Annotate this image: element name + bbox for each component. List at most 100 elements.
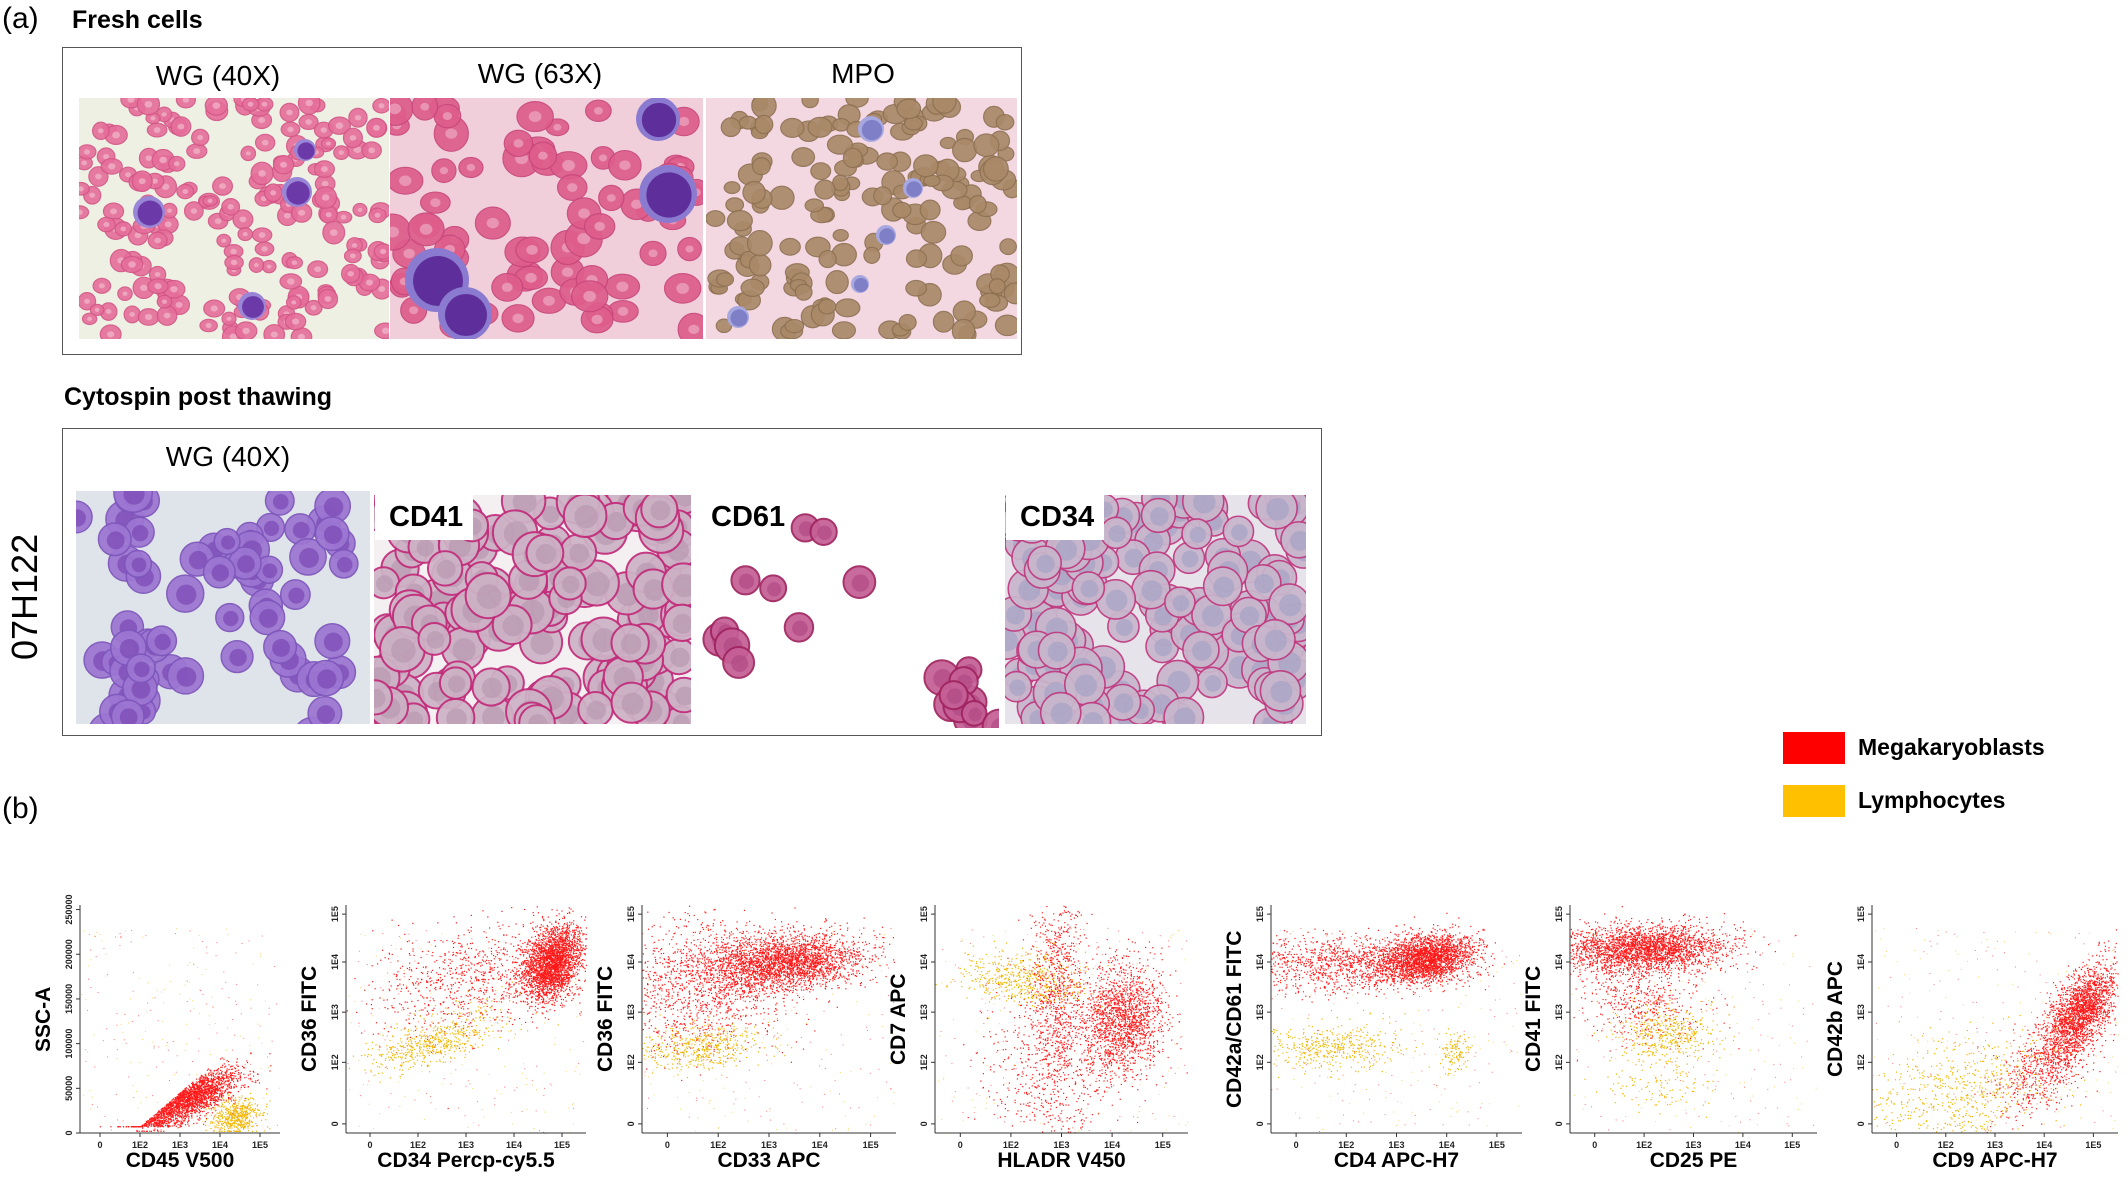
x-tick-label: 0: [97, 1140, 102, 1150]
y-tick-label: 1E4: [919, 954, 929, 970]
x-axis-label: CD25 PE: [1650, 1149, 1738, 1173]
y-tick-label: 1E4: [330, 954, 340, 970]
legend-swatch-megakaryoblasts: [1783, 732, 1845, 764]
x-tick-label: 1E5: [1784, 1140, 1800, 1150]
y-axis-label: CD41 FITC: [1522, 966, 1546, 1072]
cytospin-wg40-image: [76, 491, 370, 724]
y-tick-label: 0: [330, 1121, 340, 1126]
y-tick-label: 0: [64, 1130, 74, 1135]
cytospin-title: Cytospin post thawing: [64, 383, 332, 412]
scatter-points: [81, 927, 280, 1133]
y-tick-label: 1E2: [1255, 1054, 1265, 1070]
y-tick-label: 1E2: [1856, 1054, 1866, 1070]
flow-plot: 0 1E2 1E3 1E4 1E5 0 1E2 1E3 1E4 1E5: [1554, 905, 1817, 1150]
flow-plot: 0 1E2 1E3 1E4 1E5 0 1E2 1E3 1E4 1E5: [1255, 905, 1522, 1150]
cells-group: [79, 98, 389, 339]
x-tick-label: 1E5: [1489, 1140, 1505, 1150]
y-axis-label: CD36 FITC: [298, 966, 322, 1072]
x-tick-label: 1E3: [1685, 1140, 1701, 1150]
y-tick-label: 50000: [64, 1076, 74, 1101]
legend-label: Megakaryoblasts: [1858, 734, 2045, 761]
fresh-cells-title: Fresh cells: [72, 6, 203, 35]
x-tick-label: 1E2: [132, 1140, 148, 1150]
panel-b-letter: (b): [2, 792, 39, 826]
x-tick-label: 1E2: [710, 1140, 726, 1150]
x-tick-label: 1E4: [212, 1140, 228, 1150]
y-tick-label: 0: [1255, 1121, 1265, 1126]
y-tick-label: 1E5: [626, 906, 636, 922]
scatter-points: [1271, 912, 1522, 1133]
blood-smear-wg40-image: [79, 98, 389, 339]
x-tick-label: 0: [367, 1140, 372, 1150]
flow-plot: 0 1E2 1E3 1E4 1E5 0 1E2 1E3 1E4 1E5: [1856, 905, 2119, 1150]
x-tick-label: 1E4: [2036, 1140, 2052, 1150]
cytospin-cd61-image: [696, 491, 999, 728]
y-tick-label: 1E2: [330, 1054, 340, 1070]
y-tick-label: 1E3: [1554, 1004, 1564, 1020]
x-axis-label: CD45 V500: [126, 1149, 235, 1173]
x-axis-label: CD4 APC-H7: [1334, 1149, 1459, 1173]
y-tick-label: 1E5: [919, 906, 929, 922]
fresh-image-caption: WG (40X): [63, 60, 373, 92]
y-tick-label: 200000: [64, 939, 74, 969]
y-tick-label: 1E5: [1255, 906, 1265, 922]
x-tick-label: 1E5: [2085, 1140, 2101, 1150]
x-tick-label: 1E5: [863, 1140, 879, 1150]
y-tick-label: 250000: [64, 895, 74, 925]
cytospin-image-caption: WG (40X): [103, 441, 353, 473]
x-tick-label: 1E4: [1439, 1140, 1455, 1150]
x-tick-label: 1E3: [1053, 1140, 1069, 1150]
x-axis-label: HLADR V450: [997, 1149, 1125, 1173]
x-tick-label: 1E3: [761, 1140, 777, 1150]
x-tick-label: 1E2: [1338, 1140, 1354, 1150]
x-tick-label: 1E4: [506, 1140, 522, 1150]
x-tick-label: 0: [665, 1140, 670, 1150]
y-tick-label: 1E2: [626, 1054, 636, 1070]
flow-plot: 0 1E2 1E3 1E4 1E5 0 1E2 1E3 1E4 1E5: [626, 905, 897, 1150]
stain-label: CD61: [697, 495, 795, 540]
cells-group: [76, 491, 359, 724]
y-axis-label: CD42b APC: [1824, 961, 1848, 1077]
fresh-image-caption: WG (63X): [385, 58, 695, 90]
y-axis-label: SSC-A: [32, 986, 56, 1051]
x-tick-label: 1E2: [410, 1140, 426, 1150]
sample-id: 07H122: [4, 534, 46, 660]
y-tick-label: 0: [626, 1121, 636, 1126]
y-tick-label: 0: [1856, 1121, 1866, 1126]
y-tick-label: 1E3: [919, 1004, 929, 1020]
scatter-points: [1570, 906, 1817, 1133]
x-tick-label: 0: [1894, 1140, 1899, 1150]
stain-label: CD34: [1006, 495, 1105, 540]
x-axis-label: CD9 APC-H7: [1932, 1149, 2057, 1173]
x-tick-label: 1E3: [1388, 1140, 1404, 1150]
flow-plot: 0 1E2 1E3 1E4 1E5 0 50000 100000 150000 200000 250…: [64, 895, 280, 1150]
cells-group: [702, 513, 999, 728]
x-tick-label: 0: [1294, 1140, 1299, 1150]
y-tick-label: 1E2: [1554, 1054, 1564, 1070]
scatter-points: [642, 905, 897, 1134]
x-tick-label: 1E5: [554, 1140, 570, 1150]
y-tick-label: 1E3: [1856, 1004, 1866, 1020]
cytospin-frame: WG (40X) CD41 CD61 CD34: [62, 428, 1322, 736]
x-tick-label: 1E3: [172, 1140, 188, 1150]
y-axis-label: CD42a/CD61 FITC: [1223, 930, 1247, 1107]
x-tick-label: 1E5: [252, 1140, 268, 1150]
scatter-points: [1872, 927, 2119, 1134]
y-tick-label: 1E2: [919, 1054, 929, 1070]
x-tick-label: 1E4: [812, 1140, 828, 1150]
x-tick-label: 0: [958, 1140, 963, 1150]
x-tick-label: 1E3: [458, 1140, 474, 1150]
x-tick-label: 1E5: [1155, 1140, 1171, 1150]
fresh-cells-frame: WG (40X) WG (63X) MPO: [62, 47, 1022, 355]
y-tick-label: 1E4: [1856, 954, 1866, 970]
x-axis-label: CD34 Percp-cy5.5: [377, 1149, 554, 1173]
fresh-image-caption: MPO: [708, 58, 1018, 90]
y-tick-label: 1E4: [1554, 954, 1564, 970]
x-tick-label: 1E4: [1735, 1140, 1751, 1150]
blood-smear-wg63-image: [390, 98, 703, 339]
flow-plot: 0 1E2 1E3 1E4 1E5 0 1E2 1E3 1E4 1E5: [919, 905, 1189, 1150]
y-tick-label: 150000: [64, 984, 74, 1014]
y-tick-label: 0: [1554, 1121, 1564, 1126]
y-tick-label: 1E5: [1554, 906, 1564, 922]
panel-a-letter: (a): [2, 2, 39, 36]
